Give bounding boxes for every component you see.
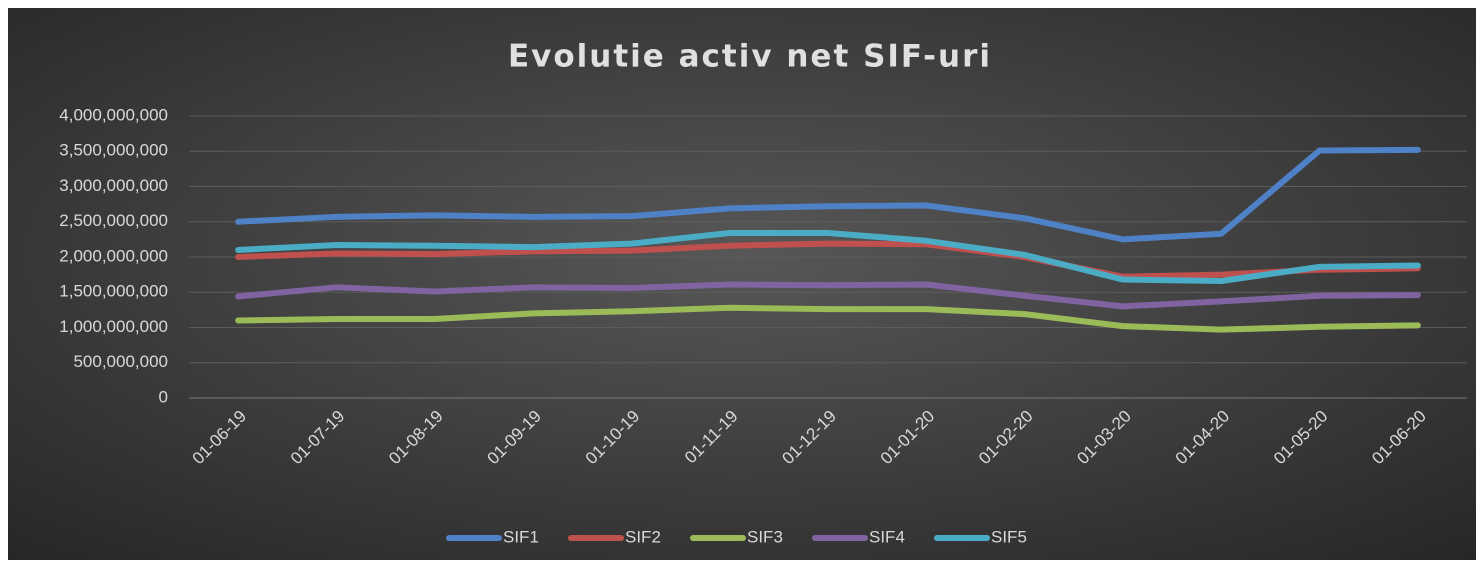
legend-label: SIF4 bbox=[869, 527, 905, 546]
y-tick-label: 3,000,000,000 bbox=[59, 176, 168, 195]
y-tick-label: 500,000,000 bbox=[73, 352, 168, 371]
y-tick-label: 1,000,000,000 bbox=[59, 317, 168, 336]
y-tick-label: 1,500,000,000 bbox=[59, 282, 168, 301]
y-tick-label: 0 bbox=[159, 387, 168, 406]
legend-label: SIF5 bbox=[991, 527, 1027, 546]
legend-label: SIF1 bbox=[503, 527, 539, 546]
legend-label: SIF3 bbox=[747, 527, 783, 546]
series-line bbox=[235, 230, 1421, 284]
y-tick-label: 4,000,000,000 bbox=[59, 105, 168, 124]
y-tick-label: 2,000,000,000 bbox=[59, 246, 168, 265]
y-tick-label: 2,500,000,000 bbox=[59, 211, 168, 230]
series-line bbox=[235, 281, 1421, 310]
series-line bbox=[235, 146, 1421, 243]
series-line bbox=[235, 304, 1421, 333]
legend-label: SIF2 bbox=[625, 527, 661, 546]
chart-title: Evolutie activ net SIF-uri bbox=[508, 39, 992, 75]
y-tick-label: 3,500,000,000 bbox=[59, 141, 168, 160]
series-line bbox=[235, 240, 1421, 280]
